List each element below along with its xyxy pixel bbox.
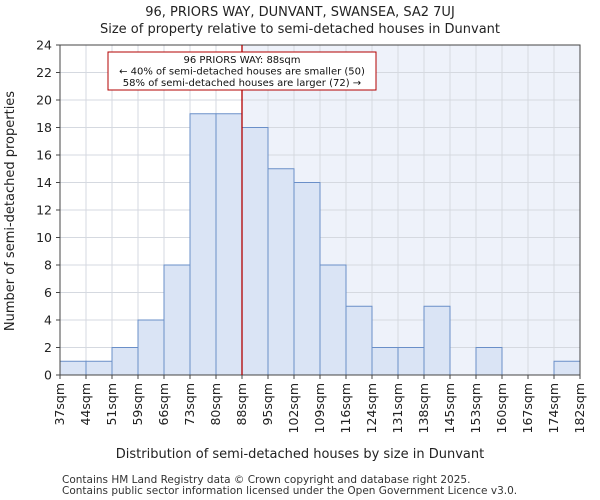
chart-subtitle: Size of property relative to semi-detach… [100, 22, 500, 37]
histogram-bar [371, 347, 399, 376]
x-tick-label: 145sqm [442, 383, 457, 433]
histogram-bar [137, 319, 165, 376]
chart-title: 96, PRIORS WAY, DUNVANT, SWANSEA, SA2 7U… [145, 5, 455, 20]
histogram-bar [111, 347, 139, 376]
footer-attribution-line-1: Contains HM Land Registry data © Crown c… [62, 474, 470, 486]
x-tick-label: 44sqm [78, 383, 93, 426]
histogram-bar [397, 347, 425, 376]
x-tick-label: 160sqm [494, 383, 509, 433]
y-axis-label: Number of semi-detached properties [3, 91, 18, 331]
annotation-line-2: ← 40% of semi-detached houses are smalle… [119, 67, 365, 78]
y-tick-label: 6 [44, 285, 52, 300]
y-tick-label: 14 [36, 175, 52, 190]
histogram-bar [423, 305, 451, 376]
histogram-bar [189, 113, 217, 376]
y-tick-label: 24 [36, 38, 52, 53]
annotation-box [107, 51, 377, 91]
x-axis-label: Distribution of semi-detached houses by … [116, 447, 484, 462]
x-tick-label: 59sqm [130, 383, 145, 426]
annotation-line-1: 96 PRIORS WAY: 88sqm [184, 55, 301, 66]
y-tick-label: 2 [44, 340, 52, 355]
histogram-bar [163, 264, 191, 376]
histogram-bar [553, 360, 581, 376]
x-tick-label: 109sqm [312, 383, 327, 433]
y-tick-label: 8 [44, 258, 52, 273]
annotation-line-3: 58% of semi-detached houses are larger (… [123, 78, 361, 89]
y-tick-label: 12 [36, 203, 52, 218]
x-tick-label: 51sqm [104, 383, 119, 426]
x-tick-label: 37sqm [52, 383, 67, 426]
x-tick-label: 95sqm [260, 383, 275, 426]
x-tick-label: 102sqm [286, 383, 301, 433]
histogram-bar [475, 347, 503, 376]
y-tick-label: 16 [36, 148, 52, 163]
footer-attribution-line-2: Contains public sector information licen… [62, 485, 517, 497]
x-tick-label: 131sqm [390, 383, 405, 433]
x-tick-label: 182sqm [572, 383, 587, 433]
x-tick-label: 116sqm [338, 383, 353, 433]
histogram-bar [241, 127, 269, 376]
histogram-bar [59, 360, 87, 376]
histogram-bar [345, 305, 373, 376]
y-tick-label: 20 [36, 93, 52, 108]
x-tick-label: 66sqm [156, 383, 171, 426]
histogram-bar [215, 113, 243, 376]
histogram-bar [293, 182, 321, 376]
y-tick-label: 0 [44, 368, 52, 383]
histogram-bar [85, 360, 113, 376]
x-tick-label: 167sqm [520, 383, 535, 433]
histogram-bar [267, 168, 295, 376]
x-tick-label: 174sqm [546, 383, 561, 433]
y-tick-label: 4 [44, 313, 52, 328]
y-tick-label: 10 [36, 230, 52, 245]
histogram-bar [319, 264, 347, 376]
x-tick-label: 73sqm [182, 383, 197, 426]
x-tick-label: 80sqm [208, 383, 223, 426]
x-tick-label: 153sqm [468, 383, 483, 433]
x-tick-label: 124sqm [364, 383, 379, 433]
y-tick-label: 22 [36, 65, 52, 80]
x-tick-label: 88sqm [234, 383, 249, 426]
x-tick-label: 138sqm [416, 383, 431, 433]
y-tick-label: 18 [36, 120, 52, 135]
